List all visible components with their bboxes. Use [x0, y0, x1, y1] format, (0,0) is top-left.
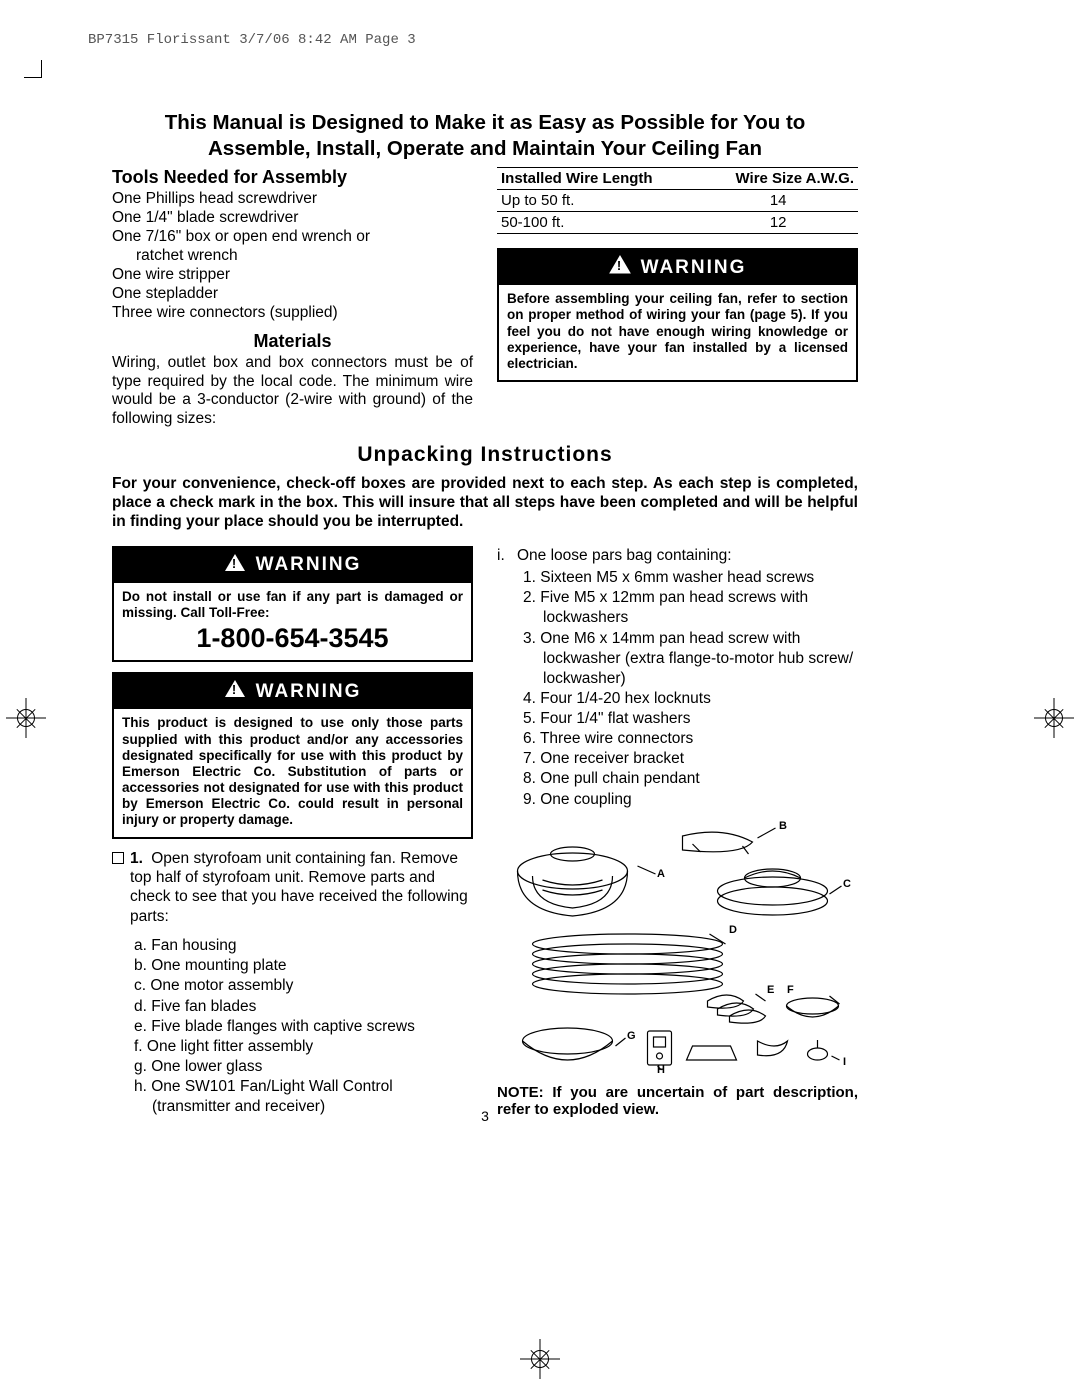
tool-item: One wire stripper [112, 266, 473, 285]
warning-header-3: ! WARNING [114, 674, 471, 709]
diagram-label-f: F [787, 984, 794, 996]
svg-text:!: ! [616, 258, 622, 273]
list-item: 1. Sixteen M5 x 6mm washer head screws [523, 568, 858, 588]
list-item: 4. Four 1/4-20 hex locknuts [523, 689, 858, 709]
tools-heading: Tools Needed for Assembly [112, 167, 473, 188]
phone-number: 1-800-654-3545 [114, 621, 471, 660]
table-row: Up to 50 ft.14 [497, 190, 858, 212]
diagram-label-h: H [657, 1064, 665, 1076]
crop-mark-tl [24, 60, 42, 78]
diagram-label-a: A [657, 868, 665, 880]
warning-icon: ! [224, 679, 246, 704]
col-right-top: Installed Wire Length Wire Size A.W.G. U… [497, 167, 858, 429]
wire-cell: 50-100 ft. [497, 212, 698, 234]
list-item: 3. One M6 x 14mm pan head screw with loc… [523, 629, 858, 689]
materials-heading: Materials [112, 331, 473, 352]
registration-left [6, 698, 46, 738]
part-i-text: One loose pars bag containing: [517, 546, 732, 566]
list-item: c. One motor assembly [134, 976, 473, 996]
col-left-top: Tools Needed for Assembly One Phillips h… [112, 167, 473, 429]
list-item: d. Five fan blades [134, 997, 473, 1017]
list-item: b. One mounting plate [134, 956, 473, 976]
parts-alpha-list: a. Fan housingb. One mounting platec. On… [112, 936, 473, 1117]
print-header-text: BP7315 Florissant 3/7/06 8:42 AM Page 3 [88, 32, 416, 48]
wire-cell: 14 [698, 190, 858, 212]
warning-icon: ! [224, 553, 246, 578]
list-item: 9. One coupling [523, 790, 858, 810]
tool-item: Three wire connectors (supplied) [112, 304, 473, 323]
bottom-two-col: ! WARNING Do not install or use fan if a… [112, 546, 858, 1118]
wire-th-2: Wire Size A.W.G. [698, 168, 858, 190]
list-item: 5. Four 1/4" flat washers [523, 709, 858, 729]
diagram-label-g: G [627, 1030, 636, 1042]
diagram-label-c: C [843, 878, 851, 890]
unpack-intro: For your convenience, check-off boxes ar… [112, 475, 858, 532]
page-content: This Manual is Designed to Make it as Ea… [112, 110, 858, 1118]
unpack-title: Unpacking Instructions [112, 443, 858, 467]
tool-item: One Phillips head screwdriver [112, 190, 473, 209]
wire-table: Installed Wire Length Wire Size A.W.G. U… [497, 167, 858, 234]
warning-label-3: WARNING [256, 681, 362, 703]
warning-body-2: Do not install or use fan if any part is… [114, 583, 471, 621]
list-item: 7. One receiver bracket [523, 749, 858, 769]
warning-label-2: WARNING [256, 554, 362, 576]
list-item: 8. One pull chain pendant [523, 769, 858, 789]
step-1-num: 1. [130, 850, 143, 867]
list-item: e. Five blade flanges with captive screw… [134, 1017, 473, 1037]
table-row: 50-100 ft.12 [497, 212, 858, 234]
tool-item: One 1/4" blade screwdriver [112, 209, 473, 228]
wire-cell: 12 [698, 212, 858, 234]
warning-body-3: This product is designed to use only tho… [114, 709, 471, 836]
list-item: a. Fan housing [134, 936, 473, 956]
list-item: 6. Three wire connectors [523, 729, 858, 749]
list-item: f. One light fitter assembly [134, 1037, 473, 1057]
diagram-label-d: D [729, 924, 737, 936]
page-number: 3 [481, 1108, 489, 1124]
tools-list: One Phillips head screwdriverOne 1/4" bl… [112, 190, 473, 322]
parts-num-list: 1. Sixteen M5 x 6mm washer head screws2.… [497, 568, 858, 810]
warning-header-1: ! WARNING [499, 250, 856, 285]
exploded-view-diagram: A B C D E F G H I [497, 816, 858, 1076]
warning-label-1: WARNING [641, 257, 747, 279]
svg-text:!: ! [231, 556, 237, 571]
tool-item: One stepladder [112, 285, 473, 304]
warning-body-1: Before assembling your ceiling fan, refe… [499, 285, 856, 380]
warning-box-1: ! WARNING Before assembling your ceiling… [497, 248, 858, 382]
diagram-label-i: I [843, 1056, 846, 1068]
warning-header-2: ! WARNING [114, 548, 471, 583]
warning-icon: ! [609, 255, 631, 280]
step-1-text: Open styrofoam unit containing fan. Remo… [130, 850, 468, 925]
warning-box-2: ! WARNING Do not install or use fan if a… [112, 546, 473, 662]
list-item: g. One lower glass [134, 1057, 473, 1077]
step-1-checkbox[interactable] [112, 852, 124, 864]
col-left-bottom: ! WARNING Do not install or use fan if a… [112, 546, 473, 1118]
materials-text: Wiring, outlet box and box connectors mu… [112, 354, 473, 430]
registration-bottom [520, 1339, 560, 1379]
col-right-bottom: i. One loose pars bag containing: 1. Six… [497, 546, 858, 1118]
note-text: NOTE: If you are uncertain of part descr… [497, 1084, 858, 1118]
step-1: 1. Open styrofoam unit containing fan. R… [112, 849, 473, 927]
part-i-label: i. [497, 546, 517, 566]
wire-th-1: Installed Wire Length [497, 168, 698, 190]
main-title: This Manual is Designed to Make it as Ea… [112, 110, 858, 161]
list-item: 2. Five M5 x 12mm pan head screws with l… [523, 588, 858, 628]
list-item: h. One SW101 Fan/Light Wall Control (tra… [134, 1077, 473, 1117]
diagram-label-e: E [767, 984, 774, 996]
top-two-col: Tools Needed for Assembly One Phillips h… [112, 167, 858, 429]
warning-box-3: ! WARNING This product is designed to us… [112, 672, 473, 838]
svg-text:!: ! [231, 682, 237, 697]
diagram-label-b: B [779, 820, 787, 832]
wire-cell: Up to 50 ft. [497, 190, 698, 212]
part-i: i. One loose pars bag containing: [497, 546, 858, 566]
print-header: BP7315 Florissant 3/7/06 8:42 AM Page 3 [88, 32, 416, 48]
registration-right [1034, 698, 1074, 738]
tool-item: One 7/16" box or open end wrench orratch… [112, 228, 473, 266]
